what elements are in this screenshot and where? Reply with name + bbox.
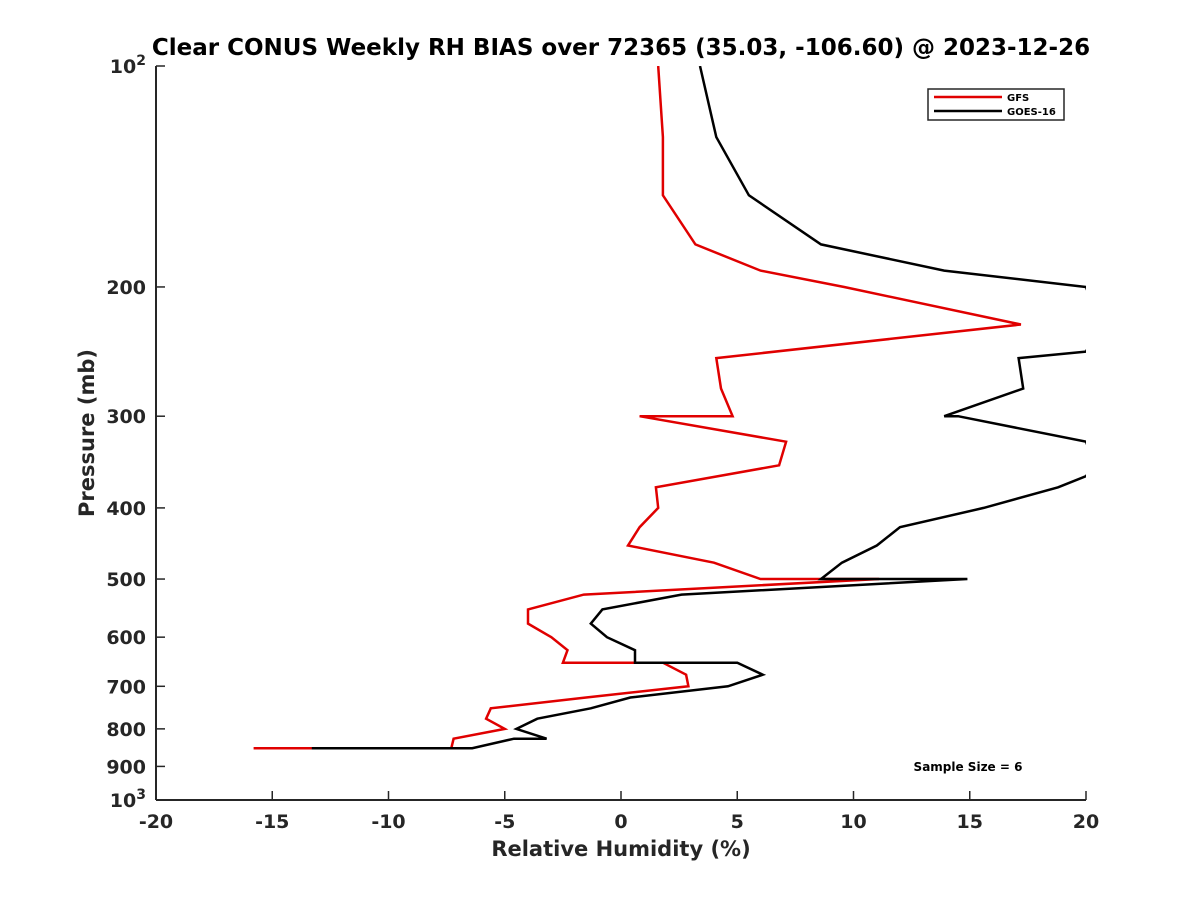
x-tick-label: -5	[494, 811, 515, 833]
y-tick-label: 400	[106, 498, 146, 520]
y-tick-base: 10	[110, 56, 136, 78]
x-ticks: -20 -15 -10 -5 0 5 10 15 20	[139, 791, 1099, 833]
y-tick-label: 103	[110, 787, 146, 812]
x-axis-label: Relative Humidity (%)	[491, 837, 750, 861]
series-line-goes-16	[311, 66, 1086, 750]
series-line-gfs	[253, 66, 1022, 750]
y-axis-label: Pressure (mb)	[75, 349, 99, 517]
y-tick-label: 200	[106, 277, 146, 299]
x-tick-label: 20	[1073, 811, 1099, 833]
x-tick-label: 5	[731, 811, 744, 833]
x-tick-label: 0	[614, 811, 627, 833]
x-tick-label: 15	[957, 811, 983, 833]
legend: GFS GOES-16	[927, 88, 1065, 121]
sample-size-annotation: Sample Size = 6	[914, 760, 1023, 774]
y-tick-label: 700	[106, 676, 146, 698]
x-tick-label: -20	[139, 811, 173, 833]
y-tick-label: 102	[110, 53, 146, 78]
y-tick-exponent: 3	[136, 787, 146, 803]
x-tick-label: -10	[371, 811, 405, 833]
y-tick-label: 500	[106, 569, 146, 591]
y-tick-base: 10	[110, 790, 136, 812]
y-tick-label: 800	[106, 719, 146, 741]
x-tick-label: 10	[840, 811, 866, 833]
plot-lines	[253, 66, 1086, 750]
chart-title: Clear CONUS Weekly RH BIAS over 72365 (3…	[152, 35, 1090, 61]
legend-label-goes16: GOES-16	[1007, 107, 1056, 118]
y-tick-exponent: 2	[136, 53, 146, 69]
legend-box	[927, 88, 1065, 121]
y-tick-label: 900	[106, 756, 146, 778]
y-tick-label: 600	[106, 627, 146, 649]
y-tick-label: 300	[106, 406, 146, 428]
x-tick-label: -15	[255, 811, 289, 833]
legend-label-gfs: GFS	[1007, 93, 1029, 104]
